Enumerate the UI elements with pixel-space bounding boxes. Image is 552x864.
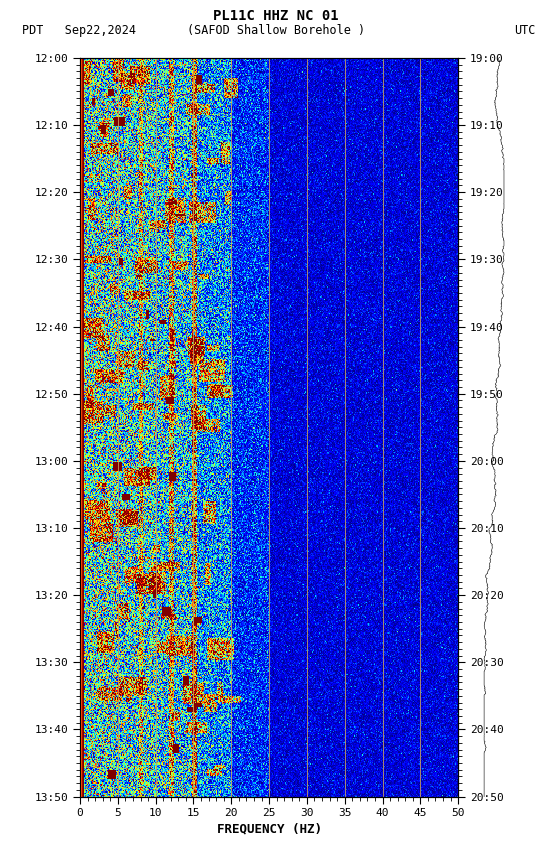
Text: UTC: UTC [514, 24, 535, 37]
Text: (SAFOD Shallow Borehole ): (SAFOD Shallow Borehole ) [187, 24, 365, 37]
Text: PL11C HHZ NC 01: PL11C HHZ NC 01 [213, 9, 339, 22]
X-axis label: FREQUENCY (HZ): FREQUENCY (HZ) [216, 823, 322, 835]
Text: PDT   Sep22,2024: PDT Sep22,2024 [22, 24, 136, 37]
